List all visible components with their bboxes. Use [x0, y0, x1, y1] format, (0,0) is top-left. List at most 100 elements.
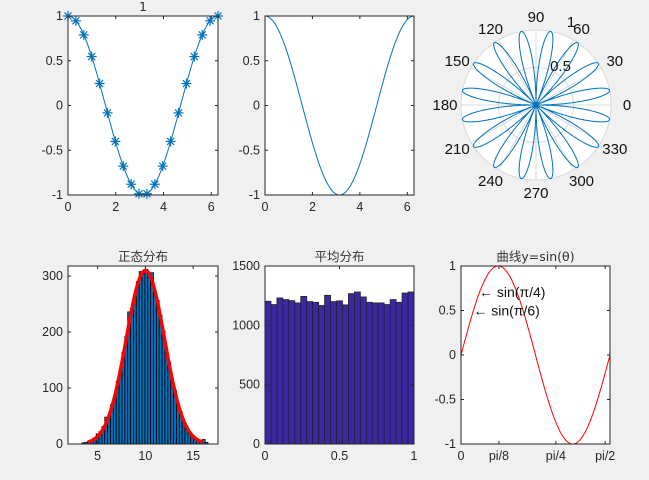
marker-stroke — [158, 162, 167, 171]
asterisk-marker — [165, 136, 176, 147]
theta-tick-label: 30 — [606, 53, 623, 70]
asterisk-marker — [157, 161, 168, 172]
histogram-bar — [147, 276, 152, 445]
histogram-bar — [294, 302, 302, 445]
histogram-bar — [135, 281, 140, 445]
histogram-bar — [141, 273, 146, 445]
x-tick-label: 2 — [309, 200, 316, 214]
theta-tick-label: 210 — [445, 141, 470, 158]
asterisk-marker — [141, 188, 152, 199]
histogram-bar — [389, 299, 397, 445]
histogram-bar — [324, 294, 331, 445]
histogram-bar — [312, 301, 320, 445]
histogram-bar — [264, 300, 272, 445]
histogram-bar — [300, 295, 308, 445]
x-tick-label: 5 — [94, 449, 101, 463]
y-tick-label: -0.5 — [238, 143, 260, 157]
y-tick-label: 500 — [239, 378, 260, 392]
marker-stroke — [103, 108, 112, 117]
marker-stroke — [71, 16, 80, 25]
x-tick-label: 0 — [458, 449, 465, 463]
x-tick-label: 4 — [160, 200, 167, 214]
asterisk-marker — [149, 179, 160, 190]
marker-stroke — [111, 137, 120, 146]
subplot-3-polar: 0 30 60 90 120 150 180 210 240 270 300 330 0.5 1 — [432, 9, 631, 202]
x-tick-label: 2 — [112, 200, 119, 214]
theta-tick-label: 0 — [623, 97, 631, 114]
asterisk-marker — [118, 161, 129, 172]
marker-stroke — [166, 137, 175, 146]
histogram-bar — [155, 300, 160, 445]
subplot-6: ← sin(π/4) ← sin(π/6) 0 pi/8 pi/4 pi/2 -1 -0.5 0… — [434, 249, 615, 463]
marker-stroke — [182, 79, 191, 88]
chart-title: 1 — [139, 0, 147, 14]
chart-title: 平均分布 — [314, 249, 364, 264]
axes-box — [67, 265, 219, 445]
histogram-bar — [395, 301, 403, 445]
y-tick-label: -0.5 — [41, 143, 63, 157]
x-tick-label: pi/4 — [546, 449, 566, 463]
marker-stroke — [95, 79, 104, 88]
y-tick-label: 1500 — [232, 259, 260, 273]
histogram-bar — [144, 268, 149, 445]
asterisk-marker — [197, 29, 208, 40]
marker-stroke — [198, 30, 207, 39]
histogram-bar — [282, 299, 290, 445]
subplot-1: 0 2 4 6 -1 -0.5 0 0.5 1 1 — [41, 0, 223, 214]
y-tick-label: 0.5 — [243, 54, 260, 68]
theta-tick-label: 120 — [478, 21, 503, 38]
asterisk-marker — [70, 15, 81, 26]
annotation-text: ← sin(π/4) — [479, 284, 545, 300]
histogram-bar — [306, 301, 314, 445]
asterisk-marker — [126, 179, 137, 190]
y-tick-label: 0 — [449, 348, 456, 362]
chart-title: 曲线y=sin(θ) — [496, 249, 574, 264]
histogram-bar — [158, 314, 163, 445]
theta-tick-label: 270 — [523, 185, 548, 202]
x-tick-label: 10 — [138, 449, 152, 463]
y-tick-label: 100 — [42, 381, 63, 395]
theta-tick-label: 240 — [478, 173, 503, 190]
subplot-2: 0 2 4 6 -1 -0.5 0 0.5 1 — [238, 9, 415, 214]
histogram-bar — [288, 300, 296, 445]
histogram-bar — [153, 292, 157, 445]
histogram-bar — [330, 301, 337, 445]
histogram-bar — [371, 302, 379, 445]
y-tick-label: 0 — [253, 99, 260, 113]
marker-stroke — [174, 108, 183, 117]
marker-stroke — [135, 189, 143, 198]
y-tick-label: 1 — [253, 9, 260, 23]
x-tick-label: 4 — [356, 200, 363, 214]
marker-stroke — [143, 189, 151, 198]
x-tick-label: 6 — [208, 200, 215, 214]
histogram-bar — [138, 271, 143, 445]
theta-tick-label: 60 — [573, 21, 590, 38]
histogram-bar — [318, 305, 326, 445]
histogram-bar — [270, 304, 278, 445]
y-tick-label: 0 — [56, 437, 63, 451]
histogram-bar — [164, 350, 169, 445]
histogram-bar — [353, 291, 361, 445]
marker-stroke — [190, 52, 199, 61]
x-tick-label: 0 — [262, 200, 269, 214]
histogram-bar — [150, 272, 154, 445]
plot-area — [68, 16, 218, 195]
marker-stroke — [206, 16, 215, 25]
chart-title: 正态分布 — [118, 249, 168, 264]
theta-tick-label: 330 — [602, 141, 627, 158]
subplot-4: 5 10 15 0 100 200 300 正态分布 — [42, 249, 219, 463]
r-tick-label: 0.5 — [550, 58, 571, 75]
histogram-bar — [359, 296, 367, 445]
histogram-bar — [336, 300, 343, 445]
x-tick-label: pi/2 — [595, 449, 615, 463]
histogram-bar — [130, 310, 134, 445]
theta-tick-label: 150 — [445, 53, 470, 70]
x-tick-label: 1 — [411, 449, 418, 463]
y-tick-label: 0.5 — [439, 304, 456, 318]
histogram-bar — [377, 302, 385, 445]
y-tick-label: -0.5 — [434, 393, 456, 407]
sin-line — [460, 265, 611, 445]
x-tick-label: 15 — [186, 449, 200, 463]
asterisk-marker — [78, 29, 89, 40]
